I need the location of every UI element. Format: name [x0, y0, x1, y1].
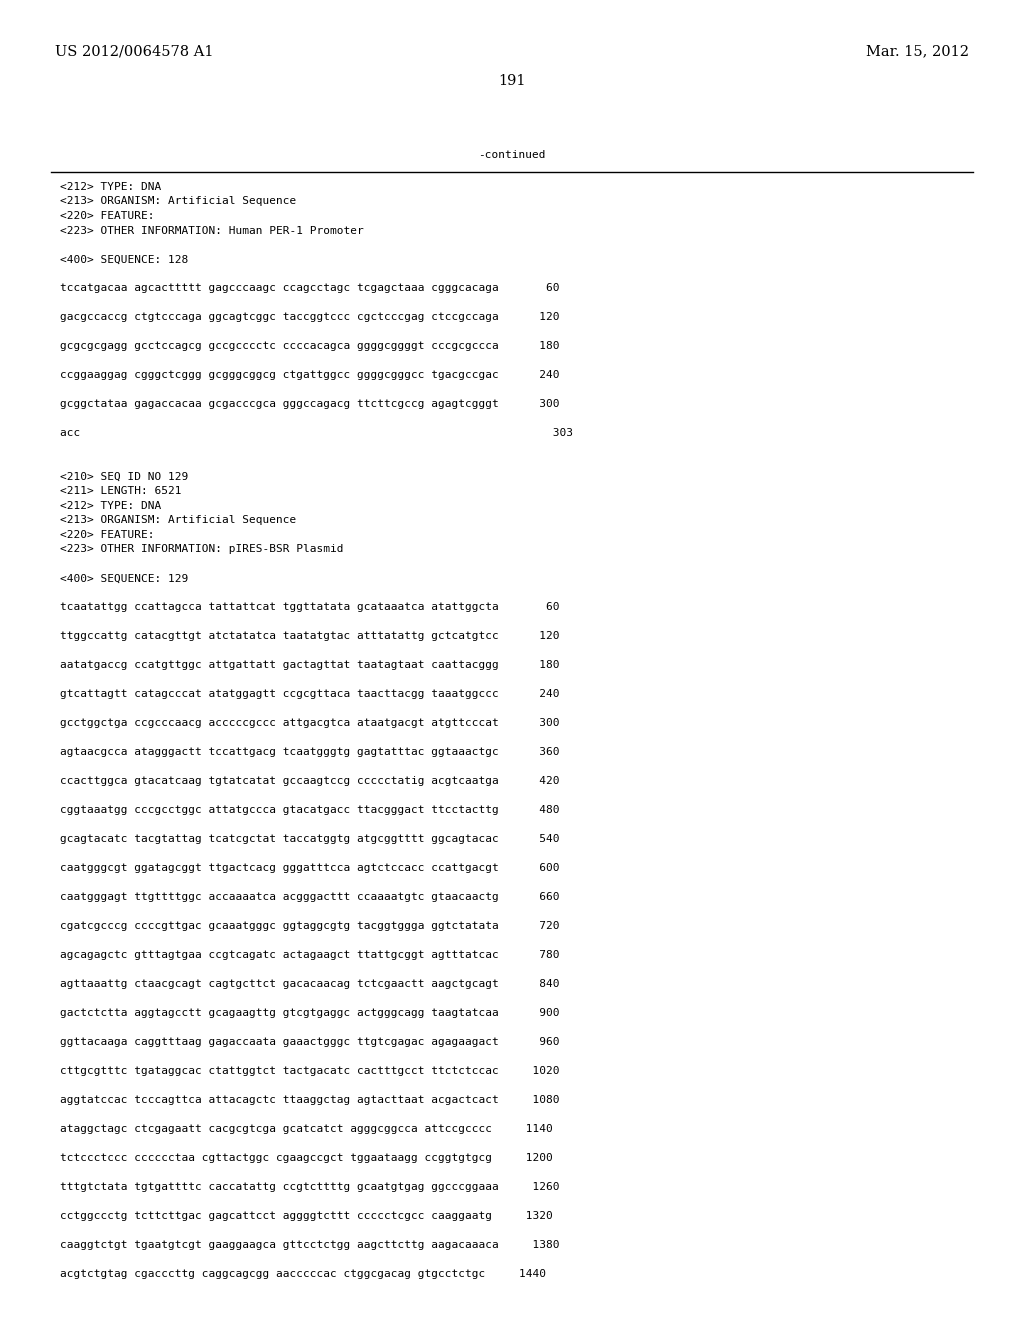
- Text: <210> SEQ ID NO 129: <210> SEQ ID NO 129: [60, 473, 188, 482]
- Text: caatgggcgt ggatagcggt ttgactcacg gggatttcca agtctccacc ccattgacgt      600: caatgggcgt ggatagcggt ttgactcacg gggattt…: [60, 863, 559, 874]
- Text: US 2012/0064578 A1: US 2012/0064578 A1: [55, 44, 213, 58]
- Text: <213> ORGANISM: Artificial Sequence: <213> ORGANISM: Artificial Sequence: [60, 516, 296, 525]
- Text: ggttacaaga caggtttaag gagaccaata gaaactgggc ttgtcgagac agagaagact      960: ggttacaaga caggtttaag gagaccaata gaaactg…: [60, 1038, 559, 1048]
- Text: Mar. 15, 2012: Mar. 15, 2012: [866, 44, 969, 58]
- Text: ccacttggca gtacatcaag tgtatcatat gccaagtccg ccccctatig acgtcaatga      420: ccacttggca gtacatcaag tgtatcatat gccaagt…: [60, 776, 559, 787]
- Text: tttgtctata tgtgattttc caccatattg ccgtcttttg gcaatgtgag ggcccggaaa     1260: tttgtctata tgtgattttc caccatattg ccgtctt…: [60, 1183, 559, 1192]
- Text: gcggctataa gagaccacaa gcgacccgca gggccagacg ttcttcgccg agagtcgggt      300: gcggctataa gagaccacaa gcgacccgca gggccag…: [60, 400, 559, 409]
- Text: cgatcgcccg ccccgttgac gcaaatgggc ggtaggcgtg tacggtggga ggtctatata      720: cgatcgcccg ccccgttgac gcaaatgggc ggtaggc…: [60, 921, 559, 932]
- Text: ccggaaggag cgggctcggg gcgggcggcg ctgattggcc ggggcgggcc tgacgccgac      240: ccggaaggag cgggctcggg gcgggcggcg ctgattg…: [60, 371, 559, 380]
- Text: ttggccattg catacgttgt atctatatca taatatgtac atttatattg gctcatgtcc      120: ttggccattg catacgttgt atctatatca taatatg…: [60, 631, 559, 642]
- Text: 191: 191: [499, 74, 525, 88]
- Text: cggtaaatgg cccgcctggc attatgccca gtacatgacc ttacgggact ttcctacttg      480: cggtaaatgg cccgcctggc attatgccca gtacatg…: [60, 805, 559, 816]
- Text: cctggccctg tcttcttgac gagcattcct aggggtcttt ccccctcgcc caaggaatg     1320: cctggccctg tcttcttgac gagcattcct aggggtc…: [60, 1212, 553, 1221]
- Text: tcaatattgg ccattagcca tattattcat tggttatata gcataaatca atattggcta       60: tcaatattgg ccattagcca tattattcat tggttat…: [60, 602, 559, 612]
- Text: cttgcgtttc tgataggcac ctattggtct tactgacatc cactttgcct ttctctccac     1020: cttgcgtttc tgataggcac ctattggtct tactgac…: [60, 1067, 559, 1077]
- Text: caatgggagt ttgttttggc accaaaatca acgggacttt ccaaaatgtc gtaacaactg      660: caatgggagt ttgttttggc accaaaatca acgggac…: [60, 892, 559, 903]
- Text: acc                                                                      303: acc 303: [60, 429, 573, 438]
- Text: tccatgacaa agcacttttt gagcccaagc ccagcctagc tcgagctaaa cgggcacaga       60: tccatgacaa agcacttttt gagcccaagc ccagcct…: [60, 284, 559, 293]
- Text: <211> LENGTH: 6521: <211> LENGTH: 6521: [60, 487, 181, 496]
- Text: gcctggctga ccgcccaacg acccccgccc attgacgtca ataatgacgt atgttcccat      300: gcctggctga ccgcccaacg acccccgccc attgacg…: [60, 718, 559, 729]
- Text: gacgccaccg ctgtcccaga ggcagtcggc taccggtccc cgctcccgag ctccgccaga      120: gacgccaccg ctgtcccaga ggcagtcggc taccggt…: [60, 313, 559, 322]
- Text: <213> ORGANISM: Artificial Sequence: <213> ORGANISM: Artificial Sequence: [60, 197, 296, 206]
- Text: gactctctta aggtagcctt gcagaagttg gtcgtgaggc actgggcagg taagtatcaa      900: gactctctta aggtagcctt gcagaagttg gtcgtga…: [60, 1008, 559, 1019]
- Text: <223> OTHER INFORMATION: Human PER-1 Promoter: <223> OTHER INFORMATION: Human PER-1 Pro…: [60, 226, 364, 235]
- Text: ataggctagc ctcgagaatt cacgcgtcga gcatcatct agggcggcca attccgcccc     1140: ataggctagc ctcgagaatt cacgcgtcga gcatcat…: [60, 1125, 553, 1134]
- Text: gtcattagtt catagcccat atatggagtt ccgcgttaca taacttacgg taaatggccc      240: gtcattagtt catagcccat atatggagtt ccgcgtt…: [60, 689, 559, 700]
- Text: <400> SEQUENCE: 128: <400> SEQUENCE: 128: [60, 255, 188, 264]
- Text: agcagagctc gtttagtgaa ccgtcagatc actagaagct ttattgcggt agtttatcac      780: agcagagctc gtttagtgaa ccgtcagatc actagaa…: [60, 950, 559, 961]
- Text: <400> SEQUENCE: 129: <400> SEQUENCE: 129: [60, 573, 188, 583]
- Text: <220> FEATURE:: <220> FEATURE:: [60, 211, 155, 220]
- Text: acgtctgtag cgacccttg caggcagcgg aacccccac ctggcgacag gtgcctctgc     1440: acgtctgtag cgacccttg caggcagcgg aaccccca…: [60, 1270, 546, 1279]
- Text: <212> TYPE: DNA: <212> TYPE: DNA: [60, 182, 161, 191]
- Text: agtaacgcca atagggactt tccattgacg tcaatgggtg gagtatttac ggtaaactgc      360: agtaacgcca atagggactt tccattgacg tcaatgg…: [60, 747, 559, 758]
- Text: agttaaattg ctaacgcagt cagtgcttct gacacaacag tctcgaactt aagctgcagt      840: agttaaattg ctaacgcagt cagtgcttct gacacaa…: [60, 979, 559, 990]
- Text: <212> TYPE: DNA: <212> TYPE: DNA: [60, 502, 161, 511]
- Text: gcagtacatc tacgtattag tcatcgctat taccatggtg atgcggtttt ggcagtacac      540: gcagtacatc tacgtattag tcatcgctat taccatg…: [60, 834, 559, 845]
- Text: aatatgaccg ccatgttggc attgattatt gactagttat taatagtaat caattacggg      180: aatatgaccg ccatgttggc attgattatt gactagt…: [60, 660, 559, 671]
- Text: <223> OTHER INFORMATION: pIRES-BSR Plasmid: <223> OTHER INFORMATION: pIRES-BSR Plasm…: [60, 544, 343, 554]
- Text: tctccctccc cccccctaa cgttactggc cgaagccgct tggaataagg ccggtgtgcg     1200: tctccctccc cccccctaa cgttactggc cgaagccg…: [60, 1154, 553, 1163]
- Text: caaggtctgt tgaatgtcgt gaaggaagca gttcctctgg aagcttcttg aagacaaaca     1380: caaggtctgt tgaatgtcgt gaaggaagca gttcctc…: [60, 1241, 559, 1250]
- Text: -continued: -continued: [478, 150, 546, 160]
- Text: gcgcgcgagg gcctccagcg gccgcccctc ccccacagca ggggcggggt cccgcgccca      180: gcgcgcgagg gcctccagcg gccgcccctc ccccaca…: [60, 342, 559, 351]
- Text: <220> FEATURE:: <220> FEATURE:: [60, 531, 155, 540]
- Text: aggtatccac tcccagttca attacagctc ttaaggctag agtacttaat acgactcact     1080: aggtatccac tcccagttca attacagctc ttaaggc…: [60, 1096, 559, 1105]
